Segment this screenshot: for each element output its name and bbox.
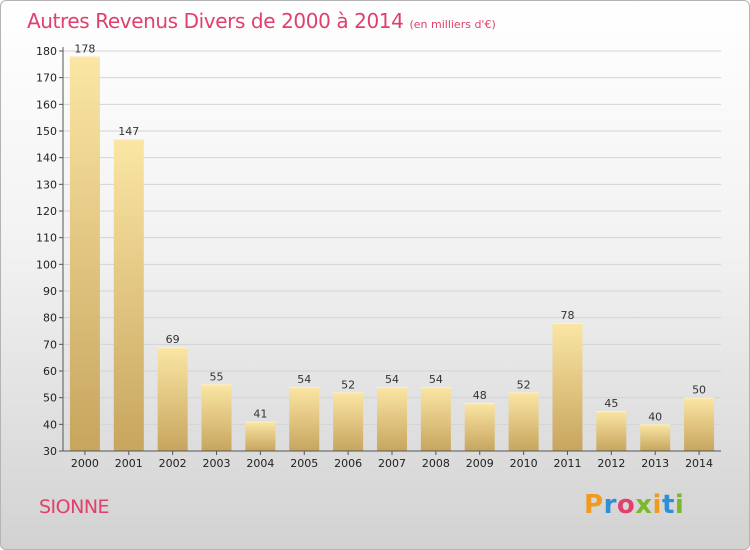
- data-label: 50: [692, 384, 706, 397]
- chart-unit: (en milliers d'€): [409, 18, 496, 31]
- x-tick-label: 2012: [597, 457, 625, 470]
- y-tick-label: 150: [36, 125, 57, 138]
- x-tick-label: 2002: [159, 457, 187, 470]
- x-tick-label: 2011: [553, 457, 581, 470]
- x-tick-label: 2001: [115, 457, 143, 470]
- bar: [69, 56, 100, 451]
- bar: [113, 139, 144, 451]
- logo-letter: i: [652, 490, 662, 520]
- bar: [508, 392, 539, 451]
- x-tick-label: 2004: [246, 457, 274, 470]
- y-tick-label: 160: [36, 98, 57, 111]
- x-tick-labels: 2000 2001 2002 2003 2004 2005 2006 2007 2008 2009…: [71, 457, 713, 470]
- y-tick-label: 100: [36, 258, 57, 271]
- y-tick-label: 70: [43, 338, 57, 351]
- data-label: 54: [297, 373, 311, 386]
- bar: [377, 387, 407, 451]
- bar: [333, 392, 364, 451]
- data-label: 41: [253, 408, 267, 421]
- y-tick-label: 110: [36, 232, 57, 245]
- bar: [420, 387, 451, 451]
- data-label: 147: [118, 125, 139, 138]
- bar: [157, 347, 188, 451]
- x-tick-label: 2007: [378, 457, 406, 470]
- bar: [552, 323, 583, 451]
- bar: [640, 424, 671, 451]
- axes: [59, 47, 721, 455]
- logo-letter: r: [603, 490, 617, 520]
- y-tick-label: 130: [36, 178, 57, 191]
- y-tick-labels: 30 40 50 60 70 80 90 100 110 120 130 140 150 160 170 18…: [36, 45, 57, 458]
- data-labels: 178 147 69 55 41 54 52 54 54 48 52 78 45 40 50: [74, 42, 706, 423]
- y-tick-label: 120: [36, 205, 57, 218]
- bar: [596, 411, 627, 451]
- y-tick-label: 90: [43, 285, 57, 298]
- bars: [69, 56, 715, 451]
- data-label: 40: [648, 410, 662, 423]
- bar: [289, 387, 320, 451]
- bar: [201, 384, 232, 451]
- x-tick-label: 2008: [422, 457, 450, 470]
- data-label: 55: [210, 370, 224, 383]
- bar: [684, 397, 715, 451]
- data-label: 178: [74, 42, 95, 55]
- y-tick-label: 180: [36, 45, 57, 58]
- x-tick-label: 2010: [510, 457, 538, 470]
- data-label: 52: [341, 378, 355, 391]
- logo-letter: i: [674, 490, 685, 520]
- bar: [464, 403, 495, 451]
- bar: [245, 421, 276, 451]
- data-label: 54: [429, 373, 443, 386]
- logo-letter: x: [635, 490, 653, 520]
- data-label: 54: [385, 373, 399, 386]
- x-tick-label: 2009: [466, 457, 494, 470]
- x-tick-label: 2005: [290, 457, 318, 470]
- data-label: 69: [166, 333, 180, 346]
- x-tick-label: 2000: [71, 457, 99, 470]
- logo-letter: t: [661, 490, 675, 520]
- y-tick-label: 30: [43, 445, 57, 458]
- location-name: SIONNE: [39, 496, 110, 518]
- y-tick-label: 60: [43, 365, 57, 378]
- x-tick-label: 2003: [203, 457, 231, 470]
- x-tick-label: 2013: [641, 457, 669, 470]
- data-label: 52: [517, 378, 531, 391]
- chart-title: Autres Revenus Divers de 2000 à 2014 (en …: [27, 9, 496, 33]
- y-tick-label: 50: [43, 392, 57, 405]
- chart-title-text: Autres Revenus Divers de 2000 à 2014: [27, 9, 404, 33]
- y-tick-label: 40: [43, 418, 57, 431]
- data-label: 78: [560, 309, 574, 322]
- y-tick-label: 170: [36, 72, 57, 85]
- data-label: 45: [604, 397, 618, 410]
- y-tick-label: 140: [36, 152, 57, 165]
- proxiti-logo: Proxiti: [584, 490, 684, 520]
- y-tick-label: 80: [43, 312, 57, 325]
- x-tick-label: 2006: [334, 457, 362, 470]
- logo-letter: o: [616, 490, 636, 520]
- logo-letter: P: [584, 490, 604, 520]
- x-tick-label: 2014: [685, 457, 713, 470]
- data-label: 48: [473, 389, 487, 402]
